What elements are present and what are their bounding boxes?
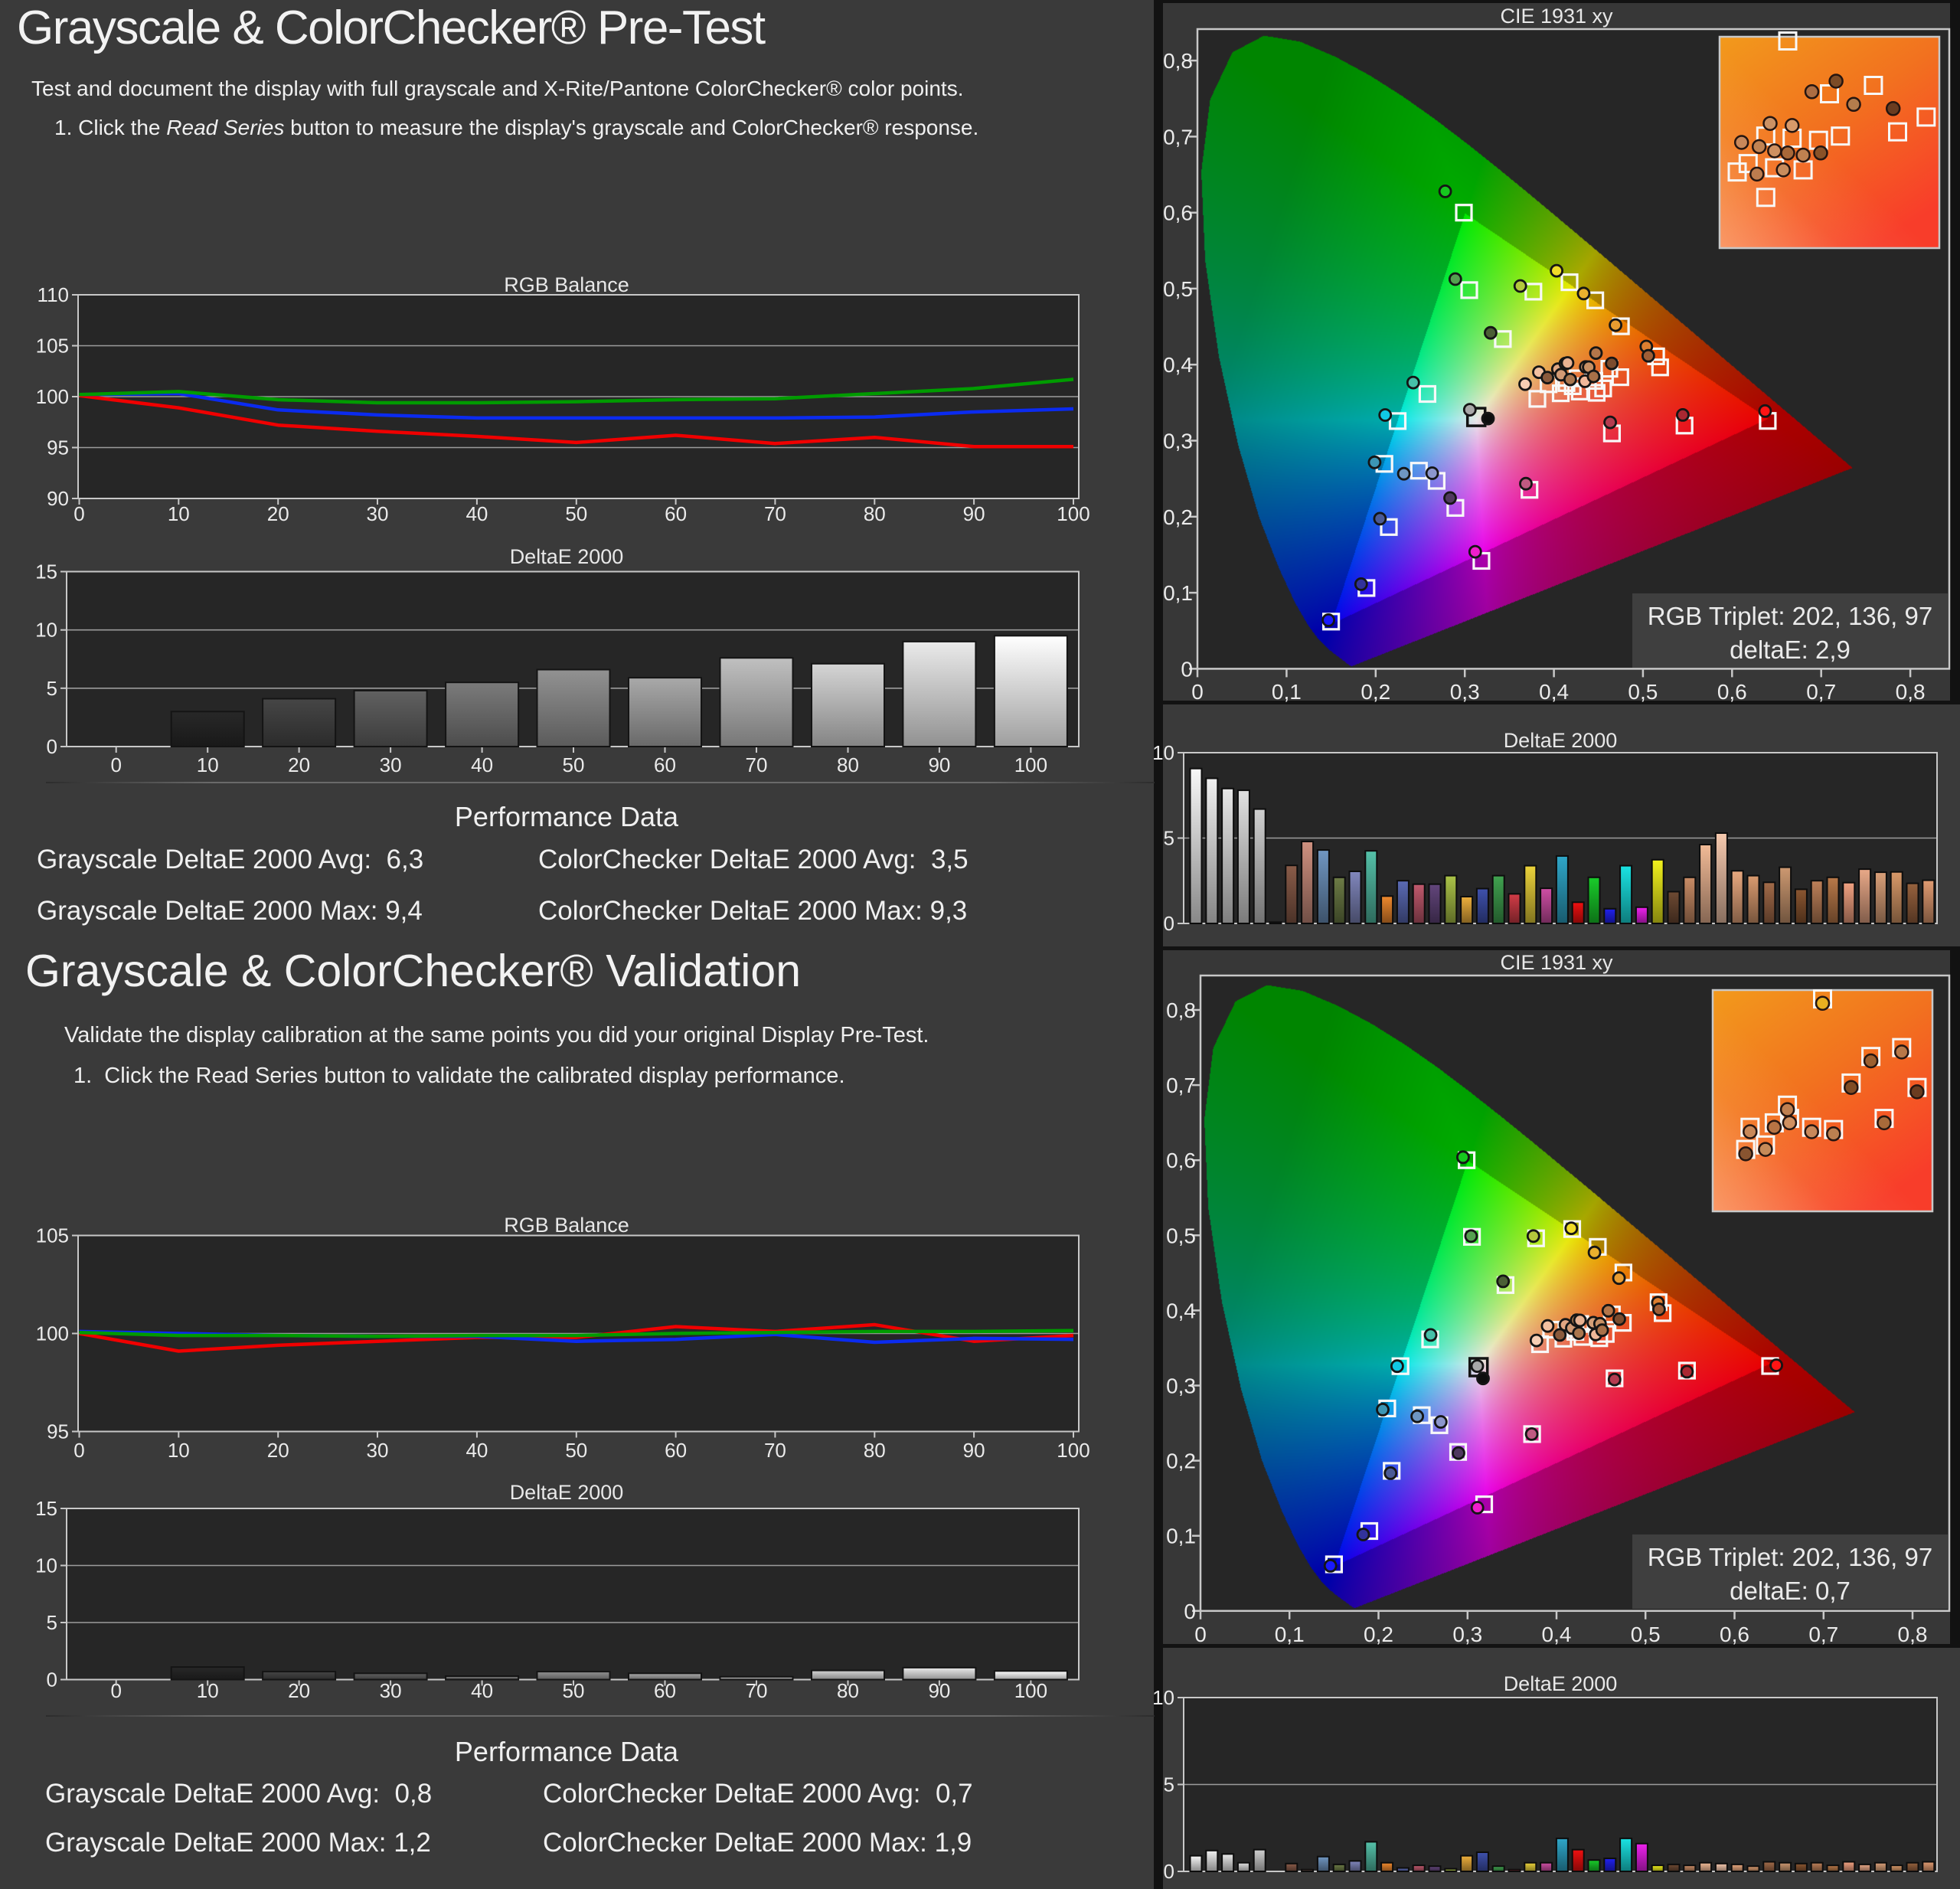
svg-text:0,2: 0,2	[1361, 680, 1390, 704]
svg-text:0,4: 0,4	[1163, 353, 1193, 377]
svg-text:0: 0	[74, 1439, 84, 1462]
svg-text:100: 100	[1014, 753, 1047, 776]
svg-text:40: 40	[466, 502, 488, 525]
svg-text:0,8: 0,8	[1898, 1623, 1928, 1646]
svg-text:15: 15	[35, 1497, 57, 1520]
svg-text:20: 20	[267, 1439, 289, 1462]
svg-text:0: 0	[47, 735, 57, 758]
svg-text:0,1: 0,1	[1163, 581, 1193, 605]
svg-text:50: 50	[565, 1439, 587, 1462]
svg-text:70: 70	[746, 753, 768, 776]
svg-text:0: 0	[1164, 1860, 1174, 1883]
svg-text:deltaE: 0,7: deltaE: 0,7	[1730, 1577, 1851, 1605]
svg-text:0,3: 0,3	[1452, 1623, 1482, 1646]
svg-text:0,5: 0,5	[1166, 1224, 1196, 1247]
svg-text:0,8: 0,8	[1163, 49, 1193, 73]
svg-text:0,5: 0,5	[1163, 277, 1193, 301]
svg-text:10: 10	[197, 753, 219, 776]
svg-text:80: 80	[837, 753, 859, 776]
svg-text:0,2: 0,2	[1166, 1449, 1196, 1473]
svg-text:0,8: 0,8	[1166, 998, 1196, 1022]
svg-text:105: 105	[36, 335, 69, 358]
svg-text:0,1: 0,1	[1166, 1525, 1196, 1548]
svg-text:0: 0	[1194, 1623, 1207, 1646]
svg-text:0,4: 0,4	[1539, 680, 1569, 704]
svg-text:deltaE: 2,9: deltaE: 2,9	[1730, 636, 1851, 664]
svg-text:0: 0	[1191, 680, 1204, 704]
svg-text:20: 20	[288, 753, 310, 776]
svg-text:30: 30	[367, 1439, 389, 1462]
svg-text:0: 0	[1164, 912, 1174, 935]
svg-text:70: 70	[764, 502, 786, 525]
svg-text:90: 90	[963, 1439, 985, 1462]
svg-text:0,3: 0,3	[1163, 430, 1193, 453]
svg-text:80: 80	[864, 502, 886, 525]
svg-text:0: 0	[110, 1679, 121, 1702]
svg-text:60: 60	[654, 753, 676, 776]
svg-text:0,5: 0,5	[1628, 680, 1658, 704]
svg-text:5: 5	[1164, 1773, 1174, 1796]
svg-text:0: 0	[1184, 1600, 1196, 1623]
svg-text:10: 10	[1152, 1686, 1174, 1709]
svg-text:80: 80	[864, 1439, 886, 1462]
svg-text:30: 30	[367, 502, 389, 525]
svg-text:10: 10	[35, 619, 57, 642]
svg-text:0,6: 0,6	[1720, 1623, 1749, 1646]
svg-text:10: 10	[35, 1554, 57, 1577]
svg-text:0,6: 0,6	[1163, 201, 1193, 225]
svg-text:5: 5	[1164, 827, 1174, 850]
svg-text:0,7: 0,7	[1163, 125, 1193, 149]
svg-text:10: 10	[1152, 741, 1174, 764]
svg-text:100: 100	[36, 1322, 69, 1345]
svg-text:50: 50	[563, 753, 585, 776]
svg-text:0,7: 0,7	[1806, 680, 1836, 704]
svg-text:0,5: 0,5	[1631, 1623, 1661, 1646]
svg-text:0,7: 0,7	[1166, 1074, 1196, 1097]
svg-text:40: 40	[466, 1439, 488, 1462]
svg-text:5: 5	[47, 1611, 57, 1634]
svg-text:90: 90	[963, 502, 985, 525]
svg-text:0,3: 0,3	[1166, 1374, 1196, 1398]
svg-text:0,4: 0,4	[1542, 1623, 1572, 1646]
svg-text:90: 90	[928, 753, 950, 776]
svg-text:70: 70	[764, 1439, 786, 1462]
svg-text:100: 100	[1057, 1439, 1089, 1462]
svg-text:0,3: 0,3	[1450, 680, 1480, 704]
svg-text:RGB Triplet: 202, 136, 97: RGB Triplet: 202, 136, 97	[1648, 1543, 1932, 1571]
svg-text:0,4: 0,4	[1166, 1299, 1196, 1322]
svg-text:0,6: 0,6	[1166, 1149, 1196, 1172]
svg-text:0: 0	[47, 1668, 57, 1691]
svg-text:95: 95	[47, 1420, 69, 1443]
svg-text:0: 0	[1181, 657, 1193, 681]
svg-text:RGB Triplet: 202, 136, 97: RGB Triplet: 202, 136, 97	[1648, 602, 1932, 630]
svg-text:105: 105	[36, 1224, 69, 1247]
svg-text:90: 90	[47, 487, 69, 510]
svg-text:30: 30	[380, 753, 402, 776]
svg-text:0,1: 0,1	[1272, 680, 1302, 704]
svg-text:110: 110	[38, 283, 69, 306]
svg-text:10: 10	[168, 502, 190, 525]
svg-text:100: 100	[36, 385, 69, 408]
svg-text:60: 60	[665, 1439, 687, 1462]
svg-text:100: 100	[1057, 502, 1089, 525]
svg-text:0: 0	[110, 753, 121, 776]
svg-text:0,7: 0,7	[1808, 1623, 1838, 1646]
svg-text:95: 95	[47, 436, 69, 459]
svg-text:0,1: 0,1	[1275, 1623, 1305, 1646]
svg-text:15: 15	[35, 560, 57, 583]
svg-text:60: 60	[665, 502, 687, 525]
svg-text:0,6: 0,6	[1717, 680, 1747, 704]
svg-text:40: 40	[471, 753, 493, 776]
svg-text:5: 5	[47, 677, 57, 700]
svg-text:10: 10	[168, 1439, 190, 1462]
svg-text:50: 50	[565, 502, 587, 525]
svg-text:0,2: 0,2	[1364, 1623, 1393, 1646]
svg-text:20: 20	[267, 502, 289, 525]
svg-text:0,8: 0,8	[1896, 680, 1926, 704]
svg-text:0: 0	[74, 502, 84, 525]
svg-text:0,2: 0,2	[1163, 505, 1193, 529]
